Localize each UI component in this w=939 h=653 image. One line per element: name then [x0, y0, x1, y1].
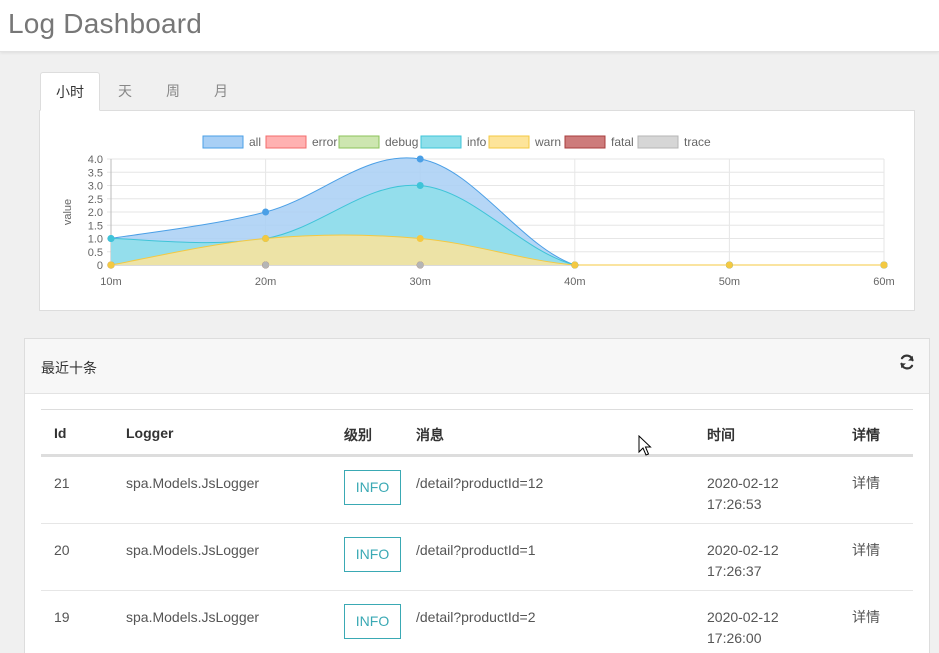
- data-point-warn: [571, 261, 579, 269]
- legend-label-info: info: [467, 135, 487, 149]
- cell-date-text: 2020-02-12: [707, 475, 779, 491]
- cell-date-text: 2020-02-12: [707, 609, 779, 625]
- table-row: 19 spa.Models.JsLogger INFO /detail?prod…: [41, 591, 913, 653]
- detail-link[interactable]: 详情: [852, 542, 880, 558]
- column-header-level: 级别: [344, 427, 372, 443]
- tab-day[interactable]: 天: [118, 83, 132, 99]
- data-point-trace: [262, 261, 270, 269]
- legend-label-debug: debug: [385, 135, 418, 149]
- cell-time: 2020-02-12 17:26:37: [707, 540, 779, 582]
- level-badge: INFO: [344, 470, 401, 505]
- data-point-warn: [262, 235, 270, 242]
- tab-week[interactable]: 周: [166, 83, 180, 99]
- y-tick-label: 2.0: [88, 207, 103, 219]
- y-tick-label: 1.0: [88, 234, 103, 246]
- recent-logs-heading: 最近十条: [41, 360, 97, 376]
- x-tick-label: 50m: [719, 276, 740, 288]
- data-point-warn: [725, 261, 733, 269]
- data-point-trace: [416, 261, 424, 269]
- detail-link[interactable]: 详情: [852, 609, 880, 625]
- data-point-info: [107, 235, 115, 242]
- column-header-detail: 详情: [852, 427, 880, 443]
- data-point-all: [262, 208, 270, 216]
- level-badge: INFO: [344, 537, 401, 572]
- chart-panel: 0 0.5 1.0 1.5 2.0 2.5 3.0 3.5 4.0 10m 20m 30m 40m 50m…: [39, 110, 915, 311]
- y-tick-label: 3.5: [88, 167, 103, 179]
- data-point-info: [416, 182, 424, 189]
- recent-logs-table: Id Logger 级别 消息 时间 详情 21 spa.Models.JsLo…: [41, 409, 913, 653]
- y-tick-label: 1.5: [88, 220, 103, 232]
- cell-logger: spa.Models.JsLogger: [126, 609, 260, 625]
- top-bar: Log Dashboard: [0, 0, 939, 52]
- column-header-message: 消息: [416, 427, 444, 443]
- log-area-chart: 00.51.0 1.52.02.53.0 3.54.0 10m 20m 30m 40m 50m…: [62, 135, 895, 288]
- recent-logs-header: 最近十条: [25, 339, 929, 394]
- mouse-cursor-icon: [638, 435, 652, 456]
- cell-id: 20: [54, 542, 70, 558]
- x-tick-label: 20m: [255, 276, 276, 288]
- cell-time: 2020-02-12 17:26:53: [707, 473, 779, 515]
- cell-id: 19: [54, 609, 70, 625]
- legend-swatch-error: [265, 135, 307, 149]
- legend-label-warn: warn: [534, 135, 561, 149]
- legend-label-fatal: fatal: [611, 135, 634, 149]
- x-tick-label: 30m: [409, 276, 430, 288]
- cell-time-text: 17:26:00: [707, 630, 762, 646]
- level-badge: INFO: [344, 604, 401, 639]
- cell-time: 2020-02-12 17:26:00: [707, 607, 779, 649]
- data-point-all: [416, 155, 424, 163]
- legend-swatch-trace: [637, 135, 679, 149]
- cell-message: /detail?productId=1: [416, 542, 536, 558]
- column-header-time: 时间: [707, 427, 735, 443]
- legend-swatch-debug: [338, 135, 380, 149]
- table-row: 21 spa.Models.JsLogger INFO /detail?prod…: [41, 457, 913, 524]
- legend-label-error: error: [312, 135, 337, 149]
- cell-id: 21: [54, 475, 70, 491]
- y-tick-label: 4.0: [88, 154, 103, 166]
- y-axis-label: value: [62, 199, 74, 225]
- column-header-logger: Logger: [126, 425, 174, 441]
- y-tick-label: 0: [97, 260, 103, 272]
- legend-swatch-warn: [488, 135, 530, 149]
- y-tick-label: 2.5: [88, 194, 103, 206]
- cell-message: /detail?productId=12: [416, 475, 544, 491]
- x-tick-label: 10m: [100, 276, 121, 288]
- data-point-warn: [107, 261, 115, 269]
- y-tick-label: 3.0: [88, 181, 103, 193]
- legend-swatch-all: [202, 135, 244, 149]
- data-point-warn: [880, 261, 888, 269]
- table-row: 20 spa.Models.JsLogger INFO /detail?prod…: [41, 524, 913, 591]
- cell-logger: spa.Models.JsLogger: [126, 475, 260, 491]
- cell-logger: spa.Models.JsLogger: [126, 542, 260, 558]
- page-title: Log Dashboard: [8, 8, 203, 39]
- series-area-warn: [111, 235, 884, 265]
- cell-date-text: 2020-02-12: [707, 542, 779, 558]
- detail-link[interactable]: 详情: [852, 475, 880, 491]
- cell-time-text: 17:26:53: [707, 496, 762, 512]
- cell-message: /detail?productId=2: [416, 609, 536, 625]
- x-tick-label: 40m: [564, 276, 585, 288]
- cell-time-text: 17:26:37: [707, 563, 762, 579]
- y-tick-label: 0.5: [88, 247, 103, 259]
- column-header-id: Id: [54, 425, 67, 441]
- legend-label-trace: trace: [684, 135, 711, 149]
- tab-hour[interactable]: 小时: [40, 72, 100, 111]
- table-header: Id Logger 级别 消息 时间 详情: [41, 409, 913, 457]
- series-line-warn: [110, 234, 884, 266]
- refresh-icon[interactable]: [899, 354, 915, 370]
- recent-logs-panel: 最近十条 Id Logger 级别 消息 时间 详情 21 spa.Models…: [24, 338, 930, 653]
- legend-swatch-info: [420, 135, 462, 149]
- tab-month[interactable]: 月: [214, 83, 228, 99]
- x-tick-label: 60m: [873, 276, 894, 288]
- legend-swatch-fatal: [564, 135, 606, 149]
- data-point-warn: [416, 235, 424, 242]
- legend-label-all: all: [249, 135, 261, 149]
